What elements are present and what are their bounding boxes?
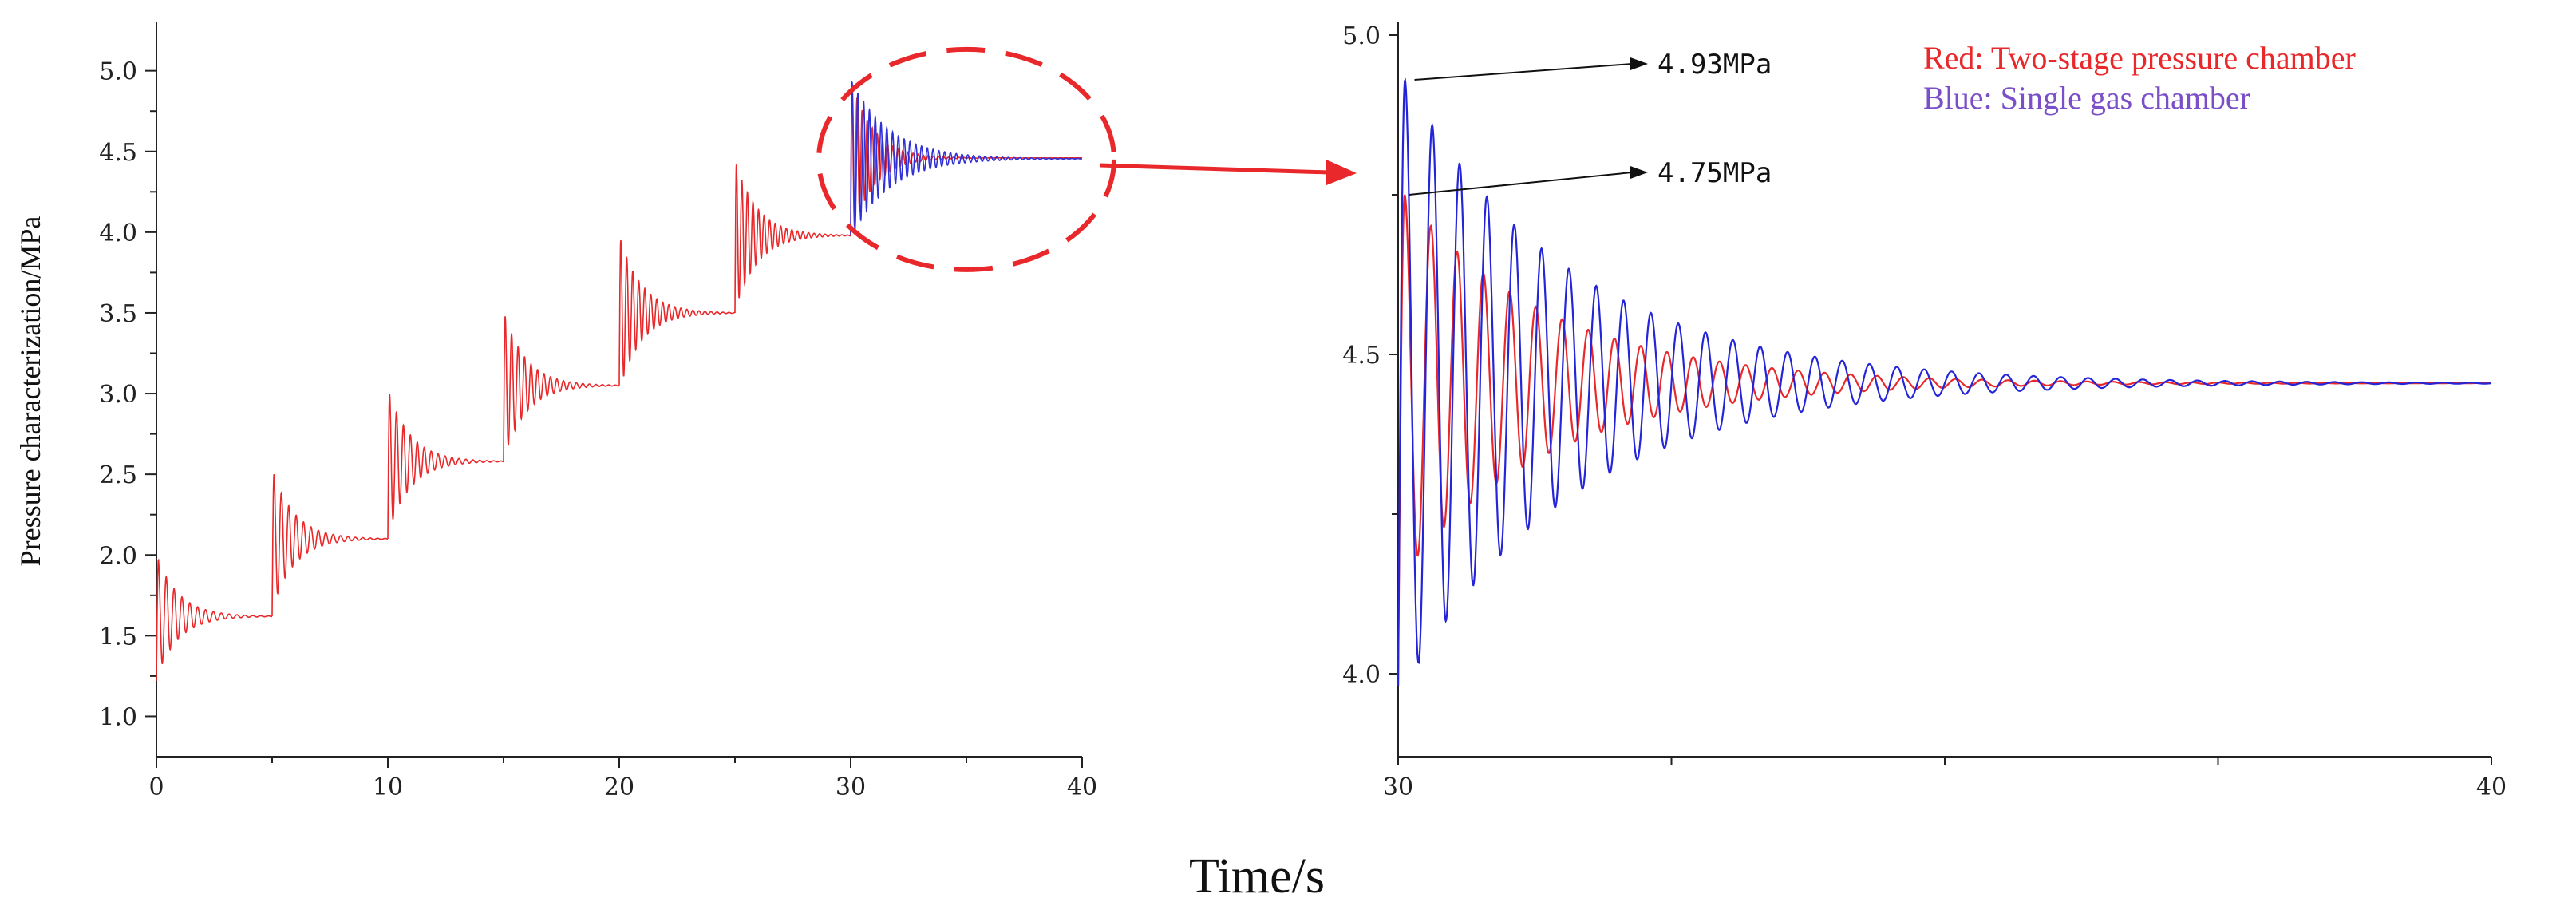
zoom-arrow: [1099, 160, 1357, 185]
right-annotations: 4.93MPa 4.75MPa: [1409, 49, 1772, 196]
legend-item-two-stage: Red: Two-stage pressure chamber: [1923, 40, 2356, 76]
left-x-tick-label: 30: [836, 774, 866, 801]
legend: Red: Two-stage pressure chamber Blue: Si…: [1923, 40, 2356, 116]
zoom-highlight-ellipse: [816, 46, 1116, 272]
left-y-tick-label: 4.0: [99, 220, 137, 247]
left-y-tick-label: 3.0: [99, 381, 137, 409]
left-y-tick-label: 5.0: [99, 58, 137, 86]
legend-item-single-gas: Blue: Single gas chamber: [1923, 80, 2250, 116]
left-series-two-stage-segment: [734, 164, 851, 314]
shared-x-axis-label: Time/s: [1189, 849, 1325, 904]
left-x-tick-label: 40: [1067, 774, 1097, 801]
left-y-tick-label: 1.5: [99, 623, 137, 651]
left-series-two-stage-segment: [271, 474, 389, 617]
left-series-two-stage-segment: [156, 558, 273, 682]
left-series-two-stage-segment: [387, 394, 504, 540]
left-chart: 0 10 20 30 40 1.0 1.5 2.0 2.5 3.0 3.5 4.0 4.5 5.0 Pre…: [14, 22, 1116, 801]
left-series-two-stage-segment: [503, 316, 620, 462]
left-series: [156, 81, 1083, 682]
right-y-tick-label: 4.5: [1342, 342, 1381, 370]
right-x-tick-label: 30: [1383, 774, 1413, 801]
left-x-tick-label: 10: [373, 774, 403, 801]
annotation-arrow-head: [1630, 166, 1648, 179]
left-x-tick-label: 20: [604, 774, 634, 801]
right-y-tick-label: 5.0: [1342, 22, 1381, 50]
left-ticks: 0 10 20 30 40 1.0 1.5 2.0 2.5 3.0 3.5 4.0 4.5 5.0: [99, 58, 1097, 801]
annotation-arrow-head: [1630, 57, 1648, 70]
left-y-tick-label: 1.0: [99, 703, 137, 731]
annotation-arrow-line: [1409, 172, 1633, 196]
left-y-tick-label: 3.5: [99, 300, 137, 328]
right-ticks: 30 40 4.0 4.5 5.0: [1342, 22, 2507, 801]
right-series-single-gas: [1397, 77, 2492, 687]
left-y-tick-label: 2.5: [99, 461, 137, 489]
right-x-tick-label: 40: [2476, 774, 2507, 801]
left-y-tick-label: 2.0: [99, 542, 137, 570]
left-series-two-stage-segment: [618, 239, 736, 386]
annotation-label: 4.75MPa: [1657, 157, 1772, 189]
right-series-two-stage: [1397, 194, 2491, 687]
right-chart: 30 40 4.0 4.5 5.0 4.93MPa 4.75MPa Red: Two-st…: [1342, 22, 2507, 801]
left-x-tick-label: 0: [148, 774, 164, 801]
right-series: [1397, 77, 2492, 687]
left-y-axis-label: Pressure characterization/MPa: [14, 216, 46, 567]
left-y-tick-label: 4.5: [99, 139, 137, 167]
left-series-single-gas-segment: [850, 81, 1083, 235]
right-y-tick-label: 4.0: [1342, 661, 1381, 689]
annotation-arrow-line: [1414, 63, 1633, 81]
annotation-label: 4.93MPa: [1657, 49, 1772, 81]
